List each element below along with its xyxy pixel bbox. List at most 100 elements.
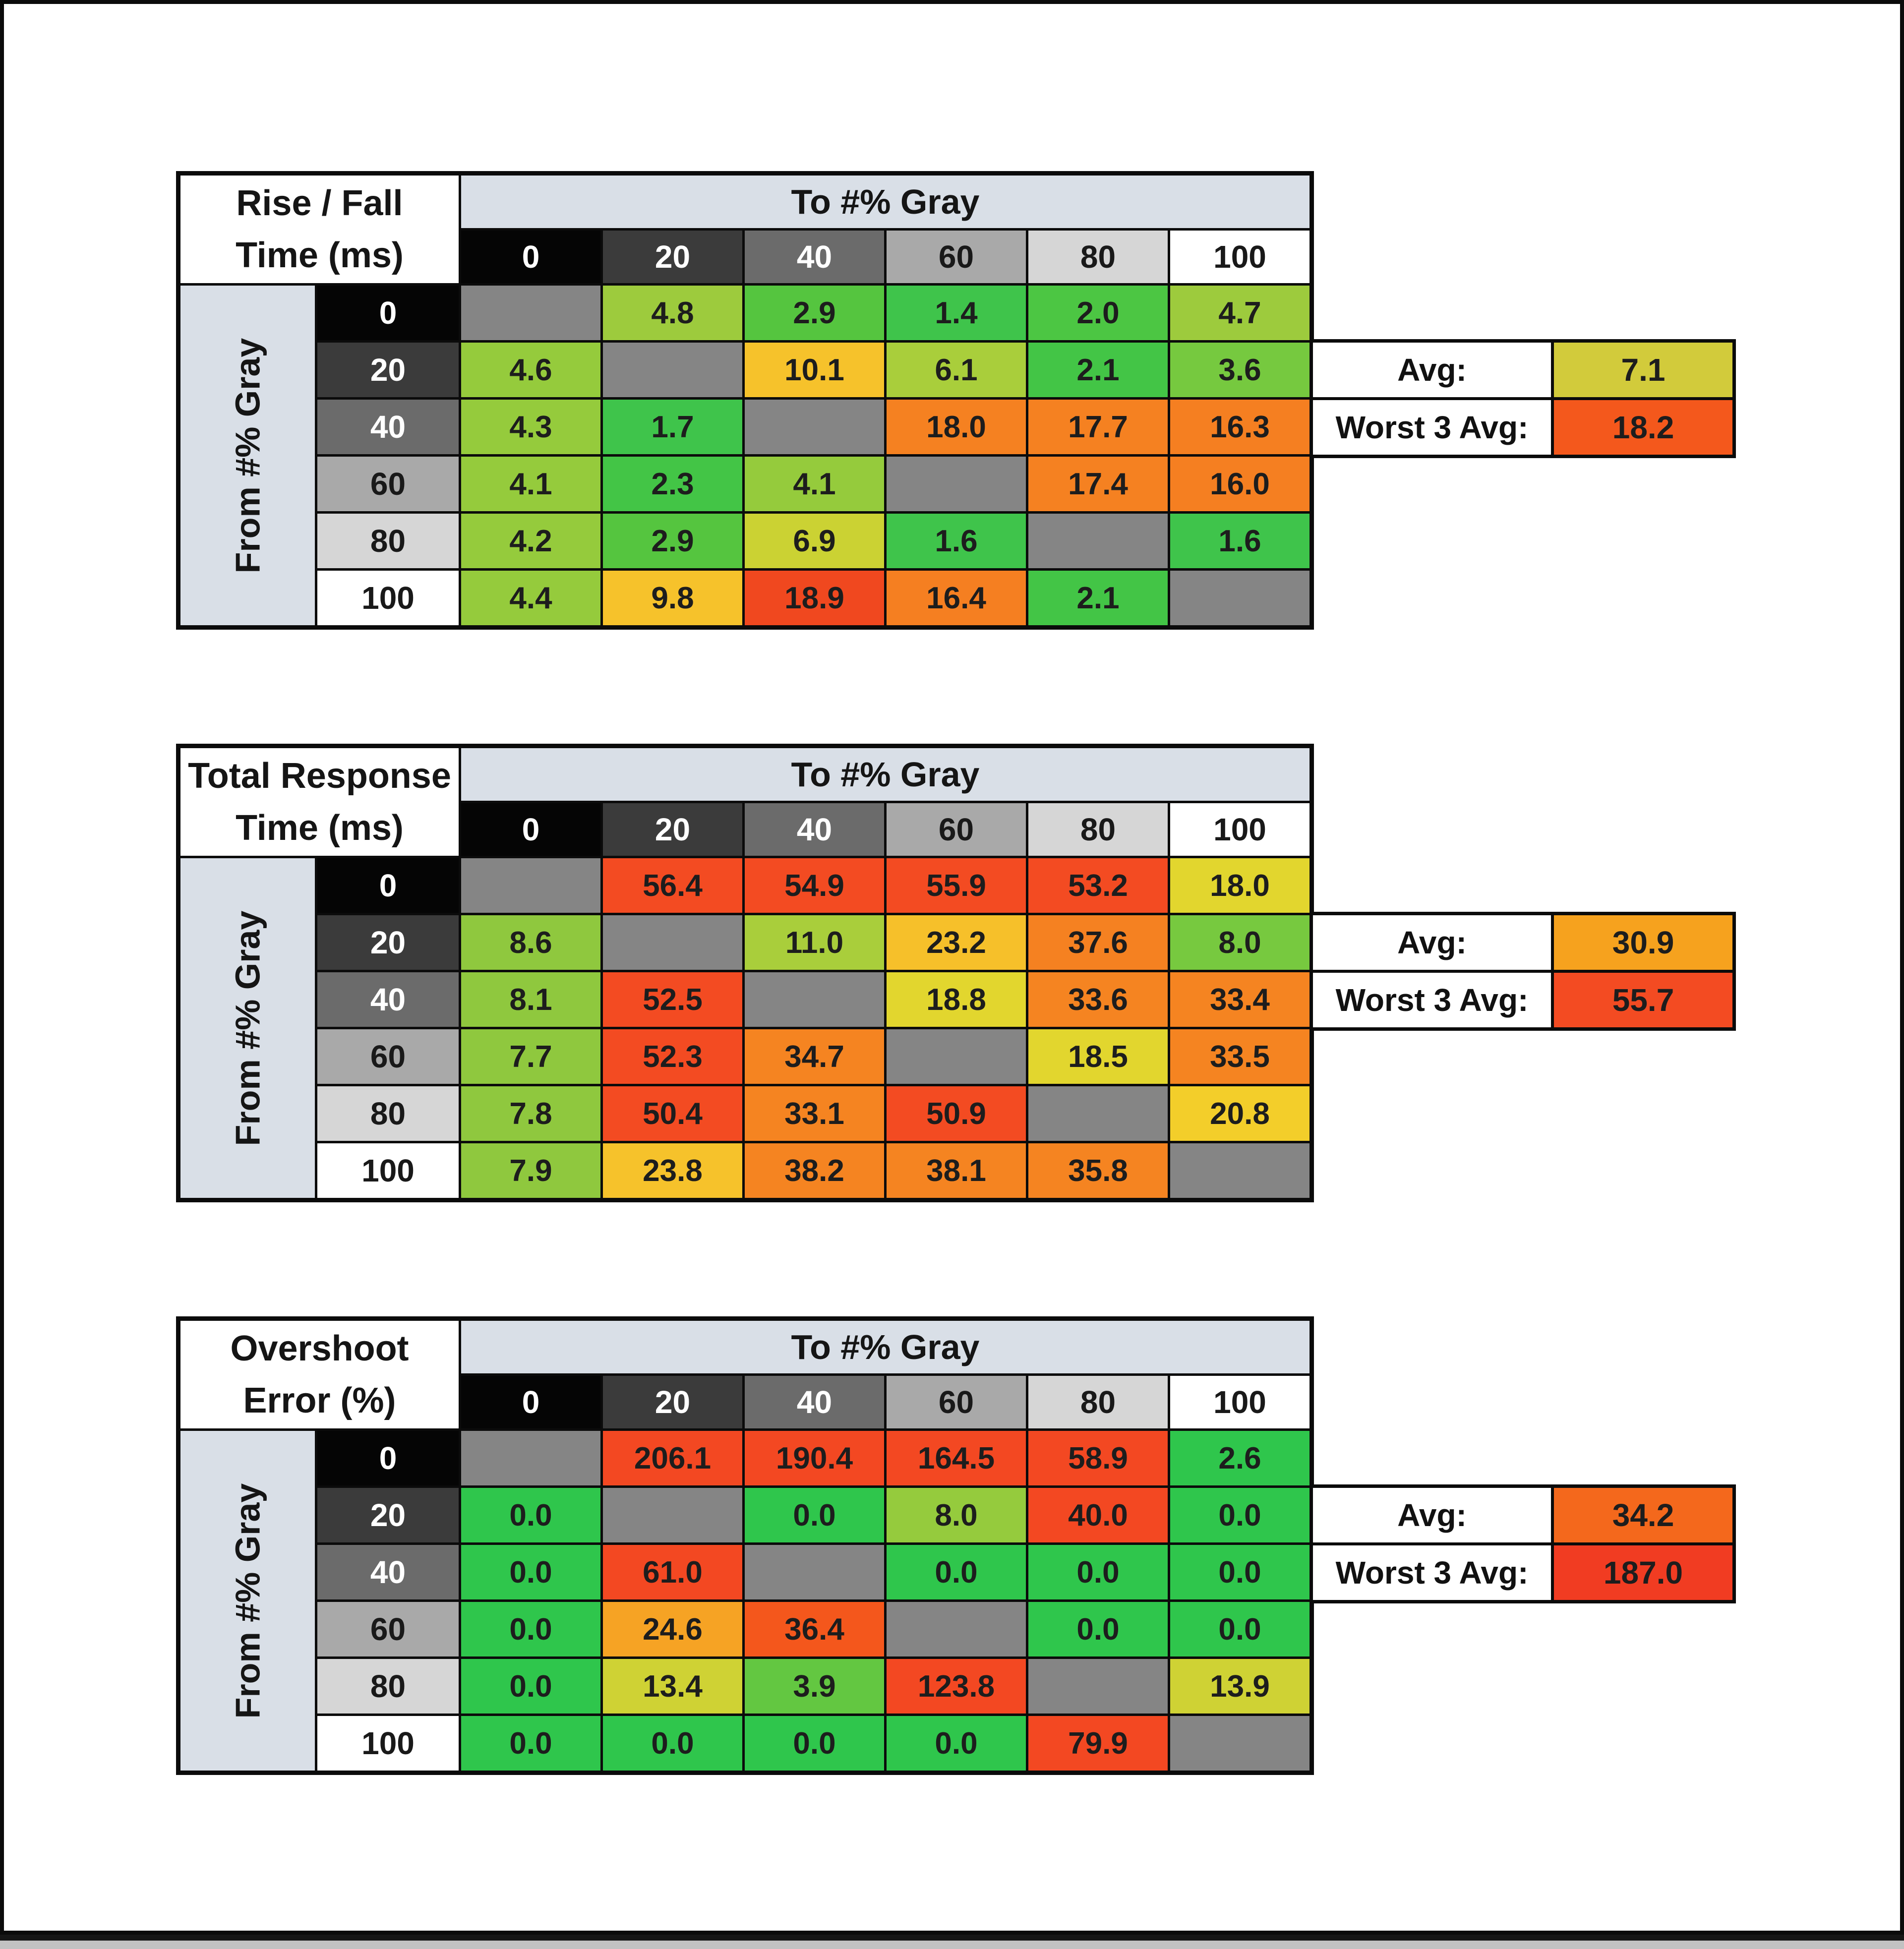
cell-from20-to20 xyxy=(603,915,742,970)
cell-from0-to0 xyxy=(461,1431,600,1485)
avg-label: Avg: xyxy=(1313,1488,1551,1542)
cell-from100-to80: 35.8 xyxy=(1028,1143,1168,1198)
table-title: Overshoot Error (%) xyxy=(180,1321,459,1428)
cell-from80-to0: 4.2 xyxy=(461,514,600,568)
cell-from40-to0: 8.1 xyxy=(461,972,600,1027)
row-header-100: 100 xyxy=(317,571,459,625)
col-header-100: 100 xyxy=(1170,231,1309,283)
cell-from0-to0 xyxy=(461,858,600,913)
col-header-100: 100 xyxy=(1170,803,1309,856)
row-header-60: 60 xyxy=(317,1029,459,1084)
cell-from80-to100: 20.8 xyxy=(1170,1086,1309,1141)
row-header-0: 0 xyxy=(317,286,459,340)
cell-from0-to20: 56.4 xyxy=(603,858,742,913)
table-overshoot-error: Overshoot Error (%) To #% Gray 0 20 40 60 80 100… xyxy=(176,1316,1314,1775)
cell-from80-to0: 0.0 xyxy=(461,1659,600,1713)
cell-from60-to0: 7.7 xyxy=(461,1029,600,1084)
cell-from40-to60: 18.8 xyxy=(887,972,1026,1027)
cell-from20-to20 xyxy=(603,1488,742,1542)
cell-from80-to20: 50.4 xyxy=(603,1086,742,1141)
cell-from40-to80: 17.7 xyxy=(1028,400,1168,454)
row-header-60: 60 xyxy=(317,1602,459,1656)
cell-from100-to0: 0.0 xyxy=(461,1716,600,1771)
row-header-80: 80 xyxy=(317,1086,459,1141)
cell-from0-to100: 18.0 xyxy=(1170,858,1309,913)
cell-from80-to80 xyxy=(1028,1086,1168,1141)
cell-from100-to20: 0.0 xyxy=(603,1716,742,1771)
table-total-response-time: Total Response Time (ms) To #% Gray 0 20 40 60… xyxy=(176,744,1314,1202)
cell-from80-to40: 33.1 xyxy=(745,1086,884,1141)
cell-from0-to60: 55.9 xyxy=(887,858,1026,913)
from-gray-label: From #% Gray xyxy=(228,338,267,573)
cell-from100-to0: 7.9 xyxy=(461,1143,600,1198)
cell-from100-to20: 23.8 xyxy=(603,1143,742,1198)
cell-from20-to40: 0.0 xyxy=(745,1488,884,1542)
col-header-80: 80 xyxy=(1028,1376,1168,1428)
cell-from100-to0: 4.4 xyxy=(461,571,600,625)
avg-value: 7.1 xyxy=(1554,343,1732,397)
worst3-avg-label: Worst 3 Avg: xyxy=(1313,973,1551,1027)
cell-from40-to60: 18.0 xyxy=(887,400,1026,454)
cell-from20-to80: 2.1 xyxy=(1028,343,1168,397)
cell-from60-to60 xyxy=(887,1029,1026,1084)
cell-from20-to0: 8.6 xyxy=(461,915,600,970)
worst3-avg-value: 187.0 xyxy=(1554,1545,1732,1600)
worst3-avg-value: 18.2 xyxy=(1554,400,1732,455)
cell-from60-to80: 0.0 xyxy=(1028,1602,1168,1656)
cell-from60-to100: 16.0 xyxy=(1170,457,1309,511)
cell-from20-to60: 8.0 xyxy=(887,1488,1026,1542)
table-title-line: Time (ms) xyxy=(236,808,404,848)
cell-from40-to40 xyxy=(745,400,884,454)
cell-from60-to80: 17.4 xyxy=(1028,457,1168,511)
cell-from20-to60: 6.1 xyxy=(887,343,1026,397)
cell-from80-to20: 13.4 xyxy=(603,1659,742,1713)
table-title: Total Response Time (ms) xyxy=(180,748,459,856)
col-header-20: 20 xyxy=(603,1376,742,1428)
cell-from40-to80: 33.6 xyxy=(1028,972,1168,1027)
cell-from20-to80: 37.6 xyxy=(1028,915,1168,970)
col-header-80: 80 xyxy=(1028,803,1168,856)
cell-from80-to100: 13.9 xyxy=(1170,1659,1309,1713)
cell-from40-to60: 0.0 xyxy=(887,1545,1026,1599)
avg-value: 34.2 xyxy=(1554,1488,1732,1542)
cell-from100-to80: 79.9 xyxy=(1028,1716,1168,1771)
cell-from80-to100: 1.6 xyxy=(1170,514,1309,568)
cell-from80-to80 xyxy=(1028,1659,1168,1713)
cell-from40-to80: 0.0 xyxy=(1028,1545,1168,1599)
row-header-40: 40 xyxy=(317,972,459,1027)
window-bottom-strip xyxy=(0,1941,1904,1949)
row-header-20: 20 xyxy=(317,915,459,970)
cell-from100-to60: 16.4 xyxy=(887,571,1026,625)
cell-from100-to40: 0.0 xyxy=(745,1716,884,1771)
table-title-line: Time (ms) xyxy=(236,235,404,275)
cell-from60-to60 xyxy=(887,457,1026,511)
cell-from60-to80: 18.5 xyxy=(1028,1029,1168,1084)
cell-from40-to0: 0.0 xyxy=(461,1545,600,1599)
row-header-20: 20 xyxy=(317,1488,459,1542)
col-header-0: 0 xyxy=(461,231,600,283)
to-gray-header: To #% Gray xyxy=(461,748,1309,801)
table-title-line: Overshoot xyxy=(230,1329,409,1369)
cell-from0-to80: 2.0 xyxy=(1028,286,1168,340)
from-gray-label: From #% Gray xyxy=(228,910,267,1146)
table-title-line: Error (%) xyxy=(243,1380,396,1420)
cell-from80-to0: 7.8 xyxy=(461,1086,600,1141)
col-header-60: 60 xyxy=(887,803,1026,856)
col-header-80: 80 xyxy=(1028,231,1168,283)
col-header-0: 0 xyxy=(461,1376,600,1428)
cell-from100-to100 xyxy=(1170,1143,1309,1198)
cell-from60-to20: 52.3 xyxy=(603,1029,742,1084)
cell-from0-to20: 4.8 xyxy=(603,286,742,340)
col-header-0: 0 xyxy=(461,803,600,856)
cell-from80-to40: 3.9 xyxy=(745,1659,884,1713)
cell-from0-to40: 190.4 xyxy=(745,1431,884,1485)
cell-from60-to40: 36.4 xyxy=(745,1602,884,1656)
col-header-100: 100 xyxy=(1170,1376,1309,1428)
cell-from0-to60: 164.5 xyxy=(887,1431,1026,1485)
cell-from100-to80: 2.1 xyxy=(1028,571,1168,625)
cell-from100-to60: 38.1 xyxy=(887,1143,1026,1198)
cell-from80-to60: 1.6 xyxy=(887,514,1026,568)
cell-from100-to20: 9.8 xyxy=(603,571,742,625)
cell-from0-to0 xyxy=(461,286,600,340)
cell-from20-to40: 11.0 xyxy=(745,915,884,970)
